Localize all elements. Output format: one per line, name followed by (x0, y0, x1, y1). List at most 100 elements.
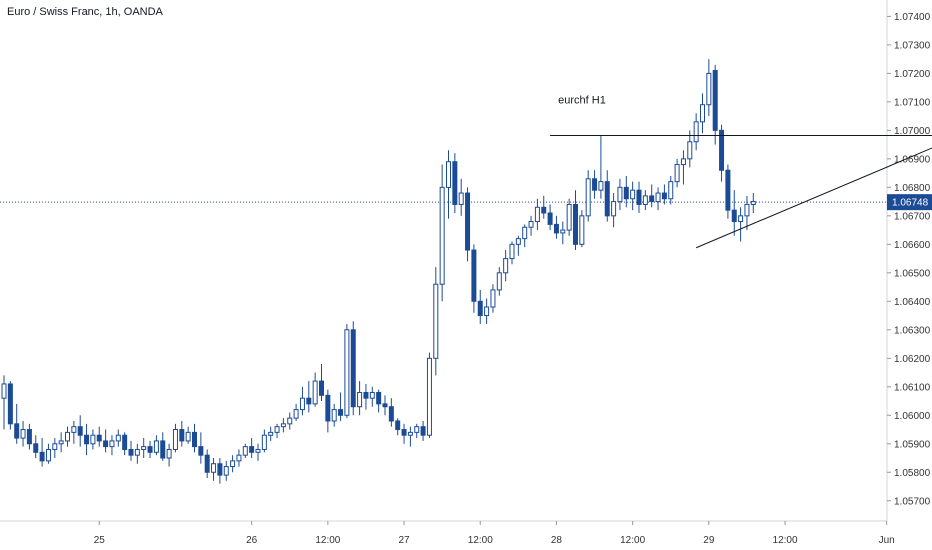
candle (738, 215, 744, 223)
candle (547, 212, 553, 225)
candle (77, 426, 83, 436)
candle (293, 409, 299, 419)
candle (725, 169, 731, 211)
candle (261, 434, 267, 450)
candle (433, 283, 439, 359)
candle (471, 249, 477, 302)
candle (573, 203, 578, 245)
candle (33, 443, 39, 453)
candle (395, 420, 401, 431)
x-tick-label: 25 (94, 535, 106, 546)
candle (26, 429, 32, 445)
y-tick-label: 1.07300 (894, 40, 931, 51)
x-tick-label: 26 (246, 535, 258, 546)
x-tick-label: 28 (551, 535, 563, 546)
candle (14, 423, 20, 439)
candle (236, 454, 242, 462)
candle (553, 223, 559, 234)
candle (414, 426, 420, 433)
candle (712, 70, 718, 131)
y-tick-label: 1.07100 (894, 97, 931, 108)
candle (655, 192, 661, 203)
candle (268, 431, 274, 436)
candle (230, 460, 236, 468)
candle (7, 383, 13, 425)
candle (115, 434, 121, 442)
candle (192, 431, 197, 448)
candle (680, 158, 686, 166)
candle (242, 446, 248, 456)
x-tick-label: Jun (879, 535, 895, 546)
candle (350, 329, 356, 408)
x-tick-label: 29 (703, 535, 715, 546)
candle (496, 272, 502, 291)
candle (744, 203, 750, 217)
trend-line (695, 147, 932, 249)
candle (217, 463, 223, 476)
candle (617, 186, 623, 203)
candle (185, 431, 191, 442)
candle (52, 443, 58, 450)
candle (719, 129, 725, 171)
candle (357, 391, 363, 408)
candle (515, 238, 521, 245)
candle (446, 161, 451, 188)
candle (71, 426, 77, 433)
candle (103, 440, 109, 448)
candle (255, 448, 261, 453)
candle (687, 141, 693, 160)
candle (579, 215, 585, 245)
candle (211, 463, 217, 473)
candle (204, 454, 210, 473)
candle (731, 209, 737, 223)
y-tick-label: 1.06700 (894, 211, 931, 222)
candle (65, 431, 70, 442)
candle (84, 434, 90, 445)
candle (287, 417, 293, 425)
candle (274, 426, 280, 433)
candle (452, 161, 458, 205)
x-tick-label: 12:00 (773, 535, 798, 546)
y-tick-label: 1.05700 (894, 496, 931, 507)
candle (369, 391, 375, 399)
y-tick-label: 1.07200 (894, 69, 931, 80)
candle (484, 306, 490, 317)
x-tick-label: 12:00 (315, 535, 340, 546)
candle (458, 192, 464, 205)
candle (534, 206, 540, 223)
candle (642, 195, 648, 205)
candle (750, 201, 756, 205)
candle (592, 178, 598, 191)
candle (490, 289, 496, 308)
candle (223, 466, 229, 476)
candle (700, 104, 705, 123)
y-tick-label: 1.07400 (894, 12, 931, 23)
candle (319, 380, 324, 396)
candle (338, 409, 344, 416)
candle (20, 429, 26, 439)
candle (598, 181, 604, 191)
candle (522, 226, 528, 240)
y-tick-label: 1.06100 (894, 382, 931, 393)
candle (541, 206, 547, 214)
candle (528, 221, 534, 228)
candle (160, 440, 166, 459)
candle (58, 440, 64, 445)
candle (382, 403, 388, 408)
candle (439, 186, 445, 285)
last-price-tag-label: 1.06748 (892, 198, 929, 209)
candle (299, 397, 305, 411)
candle (109, 440, 115, 448)
candle (560, 229, 566, 234)
candle (706, 72, 712, 106)
candle (39, 451, 45, 462)
chart-title: Euro / Swiss Franc, 1h, OANDA (7, 6, 163, 18)
x-tick-label: 12:00 (468, 535, 493, 546)
y-tick-label: 1.06400 (894, 297, 931, 308)
y-tick-label: 1.06200 (894, 354, 931, 365)
y-tick-label: 1.06600 (894, 240, 931, 251)
candle (122, 434, 128, 450)
candle (45, 448, 51, 462)
candle (312, 380, 318, 405)
